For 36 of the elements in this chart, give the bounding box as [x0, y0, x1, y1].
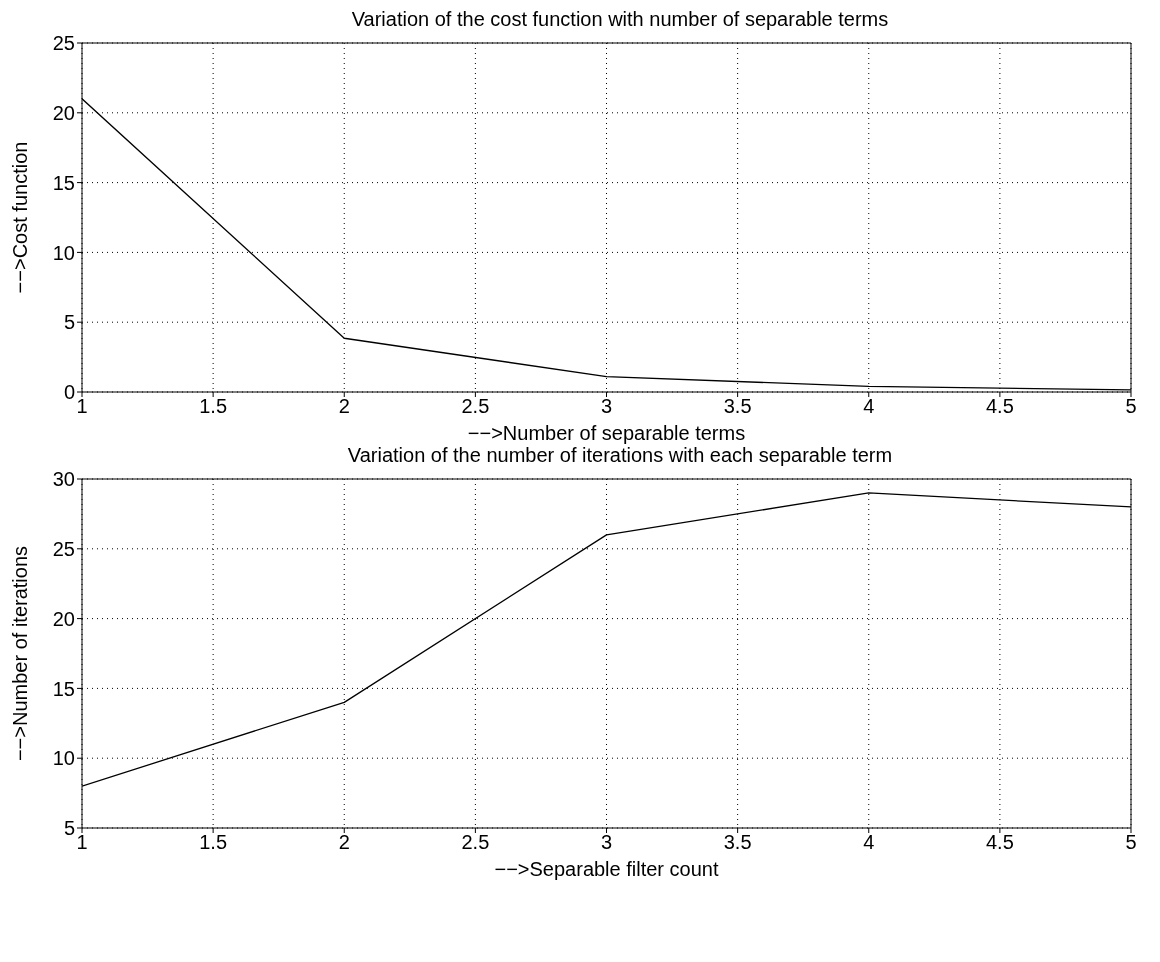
x-tick-label: 3.5 [723, 395, 752, 418]
x-tick-label: 5 [1125, 831, 1137, 854]
y-tick-label: 15 [52, 677, 75, 700]
y-tick-label: 10 [52, 241, 75, 264]
y-tick-label: 5 [63, 311, 75, 334]
y-tick-label: 15 [52, 171, 75, 194]
y-tick-label: 20 [52, 101, 75, 124]
x-tick-label: 1.5 [199, 395, 228, 418]
x-tick-label: 1 [76, 831, 88, 854]
x-tick-label: 5 [1125, 395, 1137, 418]
y-tick-label: 5 [63, 817, 75, 840]
y-tick-label: 25 [52, 32, 75, 55]
y-axis-title: −−>Cost function [9, 141, 32, 294]
x-tick-label: 3 [600, 831, 613, 854]
x-tick-label: 2 [338, 395, 350, 418]
x-tick-label: 2.5 [461, 395, 490, 418]
x-tick-label: 4.5 [985, 831, 1014, 854]
x-tick-label: 3.5 [723, 831, 752, 854]
chart-title: Variation of the number of iterations with each separable term [346, 444, 894, 468]
x-tick-label: 2.5 [461, 831, 490, 854]
y-tick-label: 25 [52, 537, 75, 560]
y-tick-label: 10 [52, 747, 75, 770]
x-tick-label: 4 [863, 395, 875, 418]
y-tick-label: 20 [52, 607, 75, 630]
x-axis-title: −−>Separable filter count [494, 858, 719, 880]
x-tick-label: 1 [76, 395, 88, 418]
x-tick-label: 1.5 [199, 831, 228, 854]
x-tick-label: 4.5 [985, 395, 1014, 418]
x-axis-title: −−>Number of separable terms [467, 422, 746, 444]
y-tick-label: 0 [63, 381, 75, 404]
chart-title: Variation of the cost function with number of separable terms [350, 8, 890, 32]
x-tick-label: 4 [863, 831, 875, 854]
y-tick-label: 30 [52, 468, 75, 491]
x-tick-label: 2 [338, 831, 350, 854]
x-tick-label: 3 [600, 395, 613, 418]
y-axis-title: −−>Number of iterations [9, 545, 32, 762]
